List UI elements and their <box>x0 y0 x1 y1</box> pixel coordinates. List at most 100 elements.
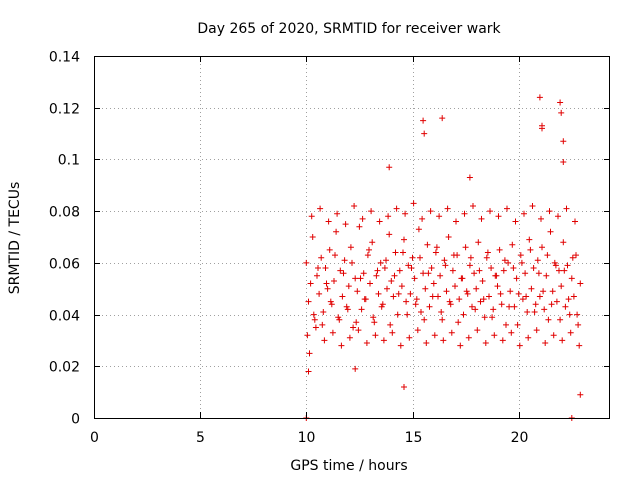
data-point <box>549 288 556 295</box>
data-point <box>372 332 379 339</box>
data-point <box>472 306 479 313</box>
data-point <box>359 215 366 222</box>
plot-frame <box>94 56 610 419</box>
data-point <box>471 270 478 277</box>
data-point <box>401 236 407 243</box>
data-point <box>314 272 320 279</box>
data-point <box>408 265 415 271</box>
data-point <box>517 252 524 259</box>
data-point <box>352 275 359 282</box>
data-point <box>531 309 538 315</box>
data-point <box>420 270 427 277</box>
data-point <box>446 298 453 305</box>
data-point <box>425 270 432 277</box>
chart-title: Day 265 of 2020, SRMTID for receiver war… <box>197 21 501 37</box>
data-point <box>315 265 321 271</box>
data-point <box>547 228 554 235</box>
data-point <box>509 241 516 248</box>
y-tick-label: 0 <box>71 412 80 428</box>
data-point <box>305 298 312 305</box>
data-point <box>529 203 536 209</box>
data-point <box>346 334 353 341</box>
data-point <box>370 314 377 321</box>
data-point <box>526 236 533 243</box>
data-point <box>417 254 423 261</box>
data-point <box>577 391 584 398</box>
data-point <box>518 259 525 266</box>
data-point <box>363 340 370 346</box>
data-point <box>443 288 450 295</box>
data-point <box>575 321 582 328</box>
data-point <box>351 203 358 209</box>
data-point <box>500 267 507 274</box>
data-point <box>566 311 573 318</box>
data-point <box>419 215 426 222</box>
data-point <box>493 272 500 279</box>
data-point <box>389 329 396 336</box>
data-point <box>366 246 372 253</box>
data-point <box>407 290 414 297</box>
x-tick-labels: 0 5 10 15 20 <box>90 430 528 446</box>
data-point <box>352 365 359 372</box>
data-point <box>327 298 334 305</box>
data-point <box>550 332 557 339</box>
data-point <box>439 316 446 323</box>
data-point <box>308 213 315 220</box>
data-point <box>431 332 438 339</box>
data-point <box>441 257 448 264</box>
data-point <box>477 298 484 305</box>
data-point <box>564 262 571 269</box>
data-point <box>394 311 401 318</box>
data-point <box>499 337 506 344</box>
data-point <box>367 280 373 287</box>
data-point <box>343 303 350 310</box>
data-point <box>323 280 330 287</box>
data-point <box>344 306 351 313</box>
data-point <box>503 321 509 328</box>
data-point <box>347 244 354 251</box>
data-point <box>528 285 535 292</box>
data-point <box>560 138 567 145</box>
y-tick-label: 0.06 <box>49 257 80 273</box>
data-point <box>421 130 428 137</box>
data-point <box>541 306 548 313</box>
data-point <box>324 285 331 292</box>
data-point <box>487 208 493 215</box>
data-point <box>307 280 314 287</box>
data-point <box>442 262 449 269</box>
data-point <box>427 208 434 215</box>
data-point <box>430 280 437 287</box>
data-point <box>374 267 381 274</box>
data-point <box>369 239 376 246</box>
x-tick-label: 5 <box>196 430 205 446</box>
data-point <box>483 254 490 261</box>
data-point <box>326 246 333 253</box>
data-point <box>360 270 367 277</box>
data-point <box>355 327 362 334</box>
data-point <box>305 368 312 375</box>
data-point <box>338 342 345 349</box>
data-point <box>475 239 482 246</box>
x-axis-label: GPS time / hours <box>290 458 407 474</box>
data-point <box>457 342 464 349</box>
data-point <box>405 262 412 269</box>
data-point <box>452 283 458 290</box>
data-point <box>461 210 468 217</box>
data-point <box>516 342 523 349</box>
data-point <box>381 265 388 271</box>
data-point <box>320 309 327 315</box>
data-point <box>480 296 487 303</box>
data-point <box>552 262 559 269</box>
data-point <box>357 275 364 282</box>
data-point <box>321 337 328 344</box>
data-point <box>341 257 348 264</box>
data-point <box>460 311 467 318</box>
data-point <box>303 259 310 266</box>
data-point <box>439 115 446 122</box>
data-point <box>413 296 420 303</box>
data-point <box>521 210 527 217</box>
data-point <box>391 272 398 279</box>
data-point <box>577 280 584 287</box>
data-point <box>386 231 393 238</box>
data-point <box>544 252 551 259</box>
